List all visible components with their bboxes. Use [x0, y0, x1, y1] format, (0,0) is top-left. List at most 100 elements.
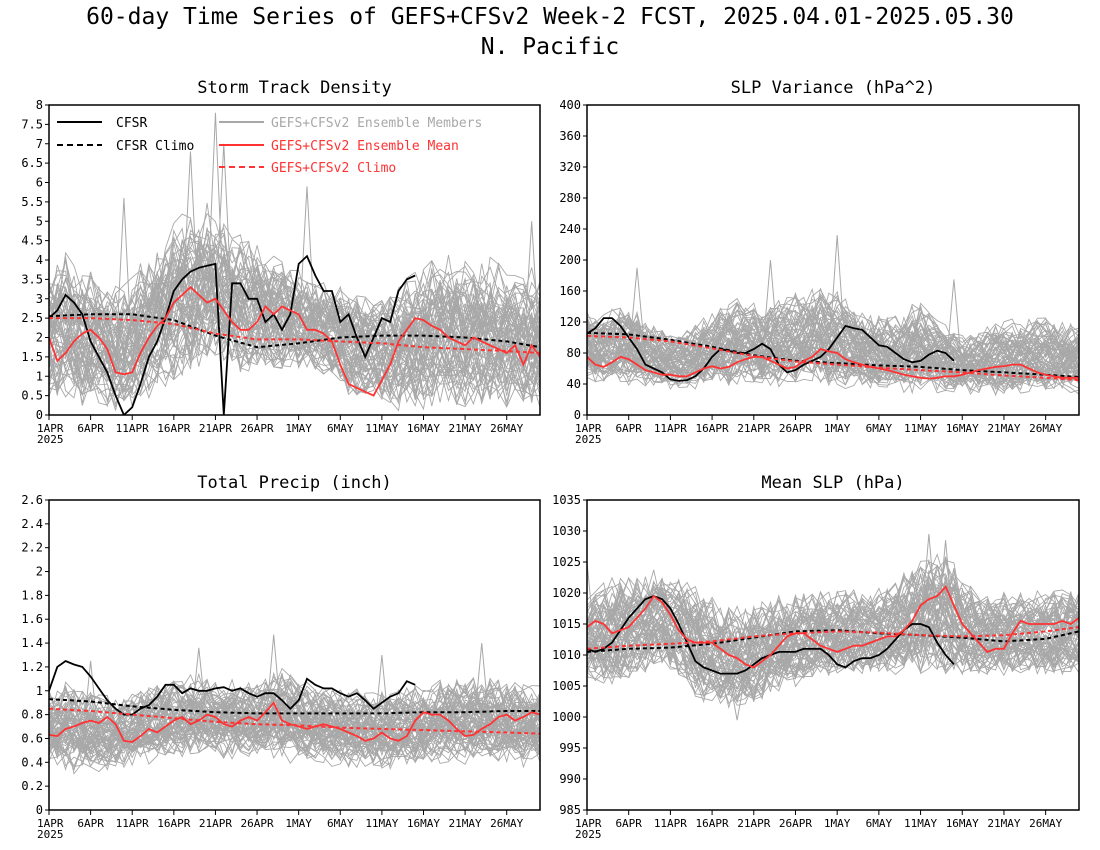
- y-tick-label: 160: [559, 284, 581, 298]
- panel-title: SLP Variance (hPa^2): [731, 78, 936, 98]
- legend-ens-mean-label: GEFS+CFSv2 Ensemble Mean: [271, 139, 459, 154]
- member-line: [49, 265, 540, 370]
- x-tick-label: 1MAY: [285, 422, 312, 435]
- x-tick-label: 16MAY: [946, 817, 979, 830]
- x-year-label: 2025: [575, 433, 602, 446]
- y-tick-label: 3.5: [21, 272, 43, 286]
- x-tick-label: 6APR: [77, 817, 104, 830]
- x-tick-label: 1APR: [575, 817, 602, 830]
- member-line: [49, 695, 540, 744]
- x-tick-label: 16MAY: [946, 422, 979, 435]
- y-tick-label: 1035: [552, 493, 581, 507]
- y-tick-label: 1020: [552, 586, 581, 600]
- y-tick-label: 7: [36, 137, 43, 151]
- x-tick-label: 26APR: [779, 817, 812, 830]
- x-year-label: 2025: [575, 828, 602, 841]
- cfsr-climo-line: [49, 313, 540, 349]
- x-tick-label: 11APR: [116, 422, 149, 435]
- member-spike: [728, 673, 746, 721]
- member-line: [587, 610, 1079, 685]
- y-tick-label: 6: [36, 176, 43, 190]
- ensemble-members: [49, 634, 540, 775]
- y-tick-label: 0.6: [21, 731, 43, 745]
- y-tick-label: 4.5: [21, 234, 43, 248]
- x-year-label: 2025: [37, 433, 64, 446]
- x-tick-label: 11MAY: [904, 422, 937, 435]
- y-tick-label: 360: [559, 129, 581, 143]
- x-tick-label: 26MAY: [490, 817, 523, 830]
- gefs-cfsv2-ensemble-mean-line: [587, 348, 1079, 380]
- x-tick-label: 6APR: [615, 422, 642, 435]
- member-line: [587, 569, 1079, 646]
- member-line: [49, 288, 540, 384]
- member-spike: [587, 561, 596, 650]
- x-tick-label: 26MAY: [1029, 817, 1062, 830]
- x-tick-label: 6MAY: [866, 422, 893, 435]
- member-line: [49, 690, 540, 737]
- x-tick-label: 16APR: [157, 422, 190, 435]
- member-line: [587, 288, 1079, 354]
- x-tick-label: 26APR: [240, 817, 273, 830]
- x-tick-label: 1APR: [37, 422, 64, 435]
- y-tick-label: 0.4: [21, 755, 43, 769]
- y-tick-label: 1010: [552, 648, 581, 662]
- y-tick-label: 120: [559, 315, 581, 329]
- member-spike: [181, 151, 200, 317]
- member-line: [49, 686, 540, 736]
- member-spike: [189, 647, 208, 729]
- member-line: [49, 672, 540, 727]
- x-tick-label: 16APR: [696, 422, 729, 435]
- ensemble-members: [49, 112, 540, 412]
- y-tick-label: 2: [36, 565, 43, 579]
- y-tick-label: 400: [559, 98, 581, 112]
- cfsr-line: [49, 254, 416, 415]
- x-tick-label: 16MAY: [407, 422, 440, 435]
- member-spike: [206, 112, 225, 312]
- member-line: [49, 677, 540, 734]
- x-tick-label: 21MAY: [449, 817, 482, 830]
- x-tick-label: 6APR: [77, 422, 104, 435]
- member-spike: [920, 534, 938, 633]
- x-tick-label: 21MAY: [987, 817, 1020, 830]
- panel-title: Total Precip (inch): [197, 473, 391, 493]
- member-line: [587, 558, 1079, 655]
- y-tick-label: 1025: [552, 555, 581, 569]
- x-tick-label: 16APR: [157, 817, 190, 830]
- member-spike: [828, 235, 847, 356]
- x-year-label: 2025: [37, 828, 64, 841]
- member-line: [49, 292, 540, 384]
- member-line: [587, 329, 1079, 379]
- member-spike: [214, 143, 233, 313]
- x-tick-label: 11MAY: [904, 817, 937, 830]
- y-tick-label: 1.6: [21, 612, 43, 626]
- y-tick-label: 1.4: [21, 636, 43, 650]
- member-line: [49, 667, 540, 728]
- y-tick-label: 0: [36, 408, 43, 422]
- gefs-cfsv2-climo-line: [587, 334, 1079, 382]
- y-tick-label: 0.5: [21, 389, 43, 403]
- y-tick-label: 1: [36, 369, 43, 383]
- y-tick-label: 4: [36, 253, 43, 267]
- y-tick-label: 280: [559, 191, 581, 205]
- member-line: [587, 617, 1079, 694]
- plot-frame: [48, 499, 541, 811]
- y-tick-label: 1.5: [21, 350, 43, 364]
- x-tick-label: 1MAY: [285, 817, 312, 830]
- member-line: [49, 719, 540, 766]
- x-tick-label: 21APR: [199, 817, 232, 830]
- x-tick-label: 26APR: [779, 422, 812, 435]
- y-tick-label: 0: [36, 803, 43, 817]
- member-line: [49, 303, 540, 409]
- member-spike: [761, 259, 780, 358]
- member-spike: [522, 221, 540, 360]
- member-spike: [628, 267, 646, 359]
- y-tick-label: 40: [567, 377, 581, 391]
- y-tick-label: 1030: [552, 524, 581, 538]
- x-tick-label: 21MAY: [987, 422, 1020, 435]
- x-tick-label: 6MAY: [327, 422, 354, 435]
- member-line: [49, 243, 540, 357]
- x-tick-label: 21MAY: [449, 422, 482, 435]
- member-line: [49, 259, 540, 351]
- member-line: [587, 291, 1079, 358]
